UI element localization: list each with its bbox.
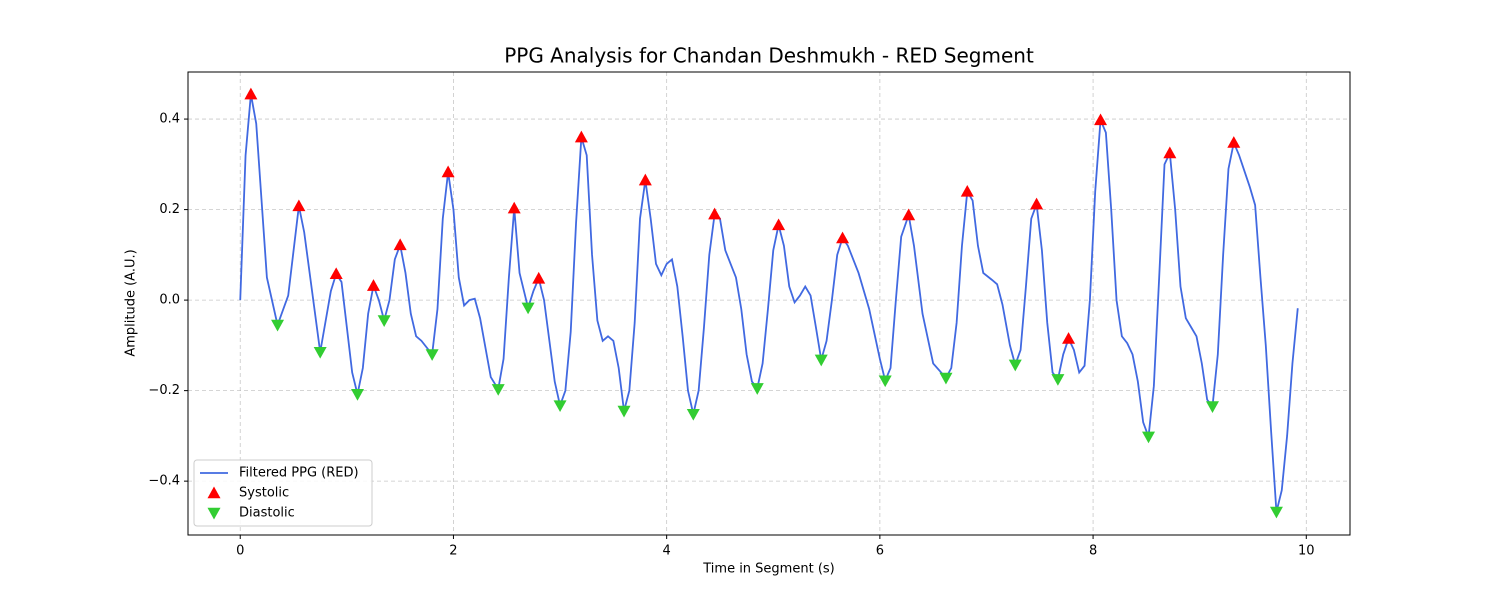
systolic-marker: [329, 267, 343, 280]
systolic-marker: [638, 173, 652, 186]
y-axis-label: Amplitude (A.U.): [124, 249, 139, 356]
diastolic-marker: [814, 354, 828, 367]
systolic-marker: [393, 238, 407, 251]
legend-label: Diastolic: [239, 506, 295, 521]
systolic-marker: [441, 165, 455, 178]
legend-swatch: [207, 507, 221, 520]
systolic-marker: [1030, 197, 1044, 210]
diastolic-marker: [1205, 401, 1219, 413]
x-tick-label: 10: [1298, 544, 1315, 559]
systolic-marker: [836, 231, 850, 244]
diastolic-marker: [521, 302, 535, 315]
y-tick-label: −0.2: [148, 383, 180, 398]
systolic-marker: [292, 199, 306, 212]
legend-label: Systolic: [239, 486, 289, 501]
systolic-marker: [532, 271, 546, 284]
x-axis-label: Time in Segment (s): [702, 562, 834, 577]
systolic-marker: [1062, 332, 1076, 344]
systolic-marker: [574, 130, 588, 143]
systolic-marker: [1227, 136, 1241, 148]
systolic-marker: [708, 207, 722, 220]
y-tick-label: 0.4: [159, 112, 180, 127]
legend-swatch: [207, 486, 221, 499]
y-tick-label: −0.4: [148, 474, 180, 489]
diastolic-marker: [1008, 359, 1022, 372]
diastolic-marker: [351, 389, 365, 401]
systolic-marker: [507, 201, 521, 214]
x-tick-label: 4: [663, 544, 671, 559]
x-tick-label: 0: [236, 544, 244, 559]
x-tick-label: 6: [876, 544, 884, 559]
systolic-marker: [902, 208, 916, 221]
y-tick-label: 0.0: [159, 293, 180, 308]
systolic-marker: [244, 87, 258, 100]
diastolic-marker: [939, 372, 953, 385]
diastolic-marker: [1142, 431, 1156, 444]
systolic-marker: [960, 184, 974, 197]
systolic-marker: [1094, 113, 1108, 126]
diastolic-marker: [1269, 506, 1283, 519]
diastolic-marker: [377, 315, 391, 327]
legend-box: [193, 459, 373, 527]
plot-frame: [187, 71, 1351, 536]
x-tick-label: 8: [1089, 544, 1097, 559]
diastolic-marker: [313, 346, 327, 359]
diastolic-marker: [491, 384, 505, 396]
diastolic-marker: [553, 400, 567, 413]
systolic-marker: [366, 279, 380, 291]
x-tick-label: 2: [449, 544, 457, 559]
diastolic-marker: [686, 408, 700, 421]
diastolic-marker: [271, 319, 285, 332]
diastolic-marker: [750, 383, 764, 395]
diastolic-marker: [1051, 374, 1065, 386]
diastolic-marker: [425, 349, 439, 361]
legend-label: Filtered PPG (RED): [239, 466, 359, 481]
series-line: [239, 94, 1299, 513]
diastolic-marker: [617, 405, 631, 418]
diastolic-marker: [878, 375, 892, 388]
systolic-marker: [772, 218, 786, 231]
chart-title: PPG Analysis for Chandan Deshmukh - RED …: [504, 44, 1034, 68]
systolic-marker: [1163, 146, 1177, 159]
y-tick-label: 0.2: [159, 202, 180, 217]
